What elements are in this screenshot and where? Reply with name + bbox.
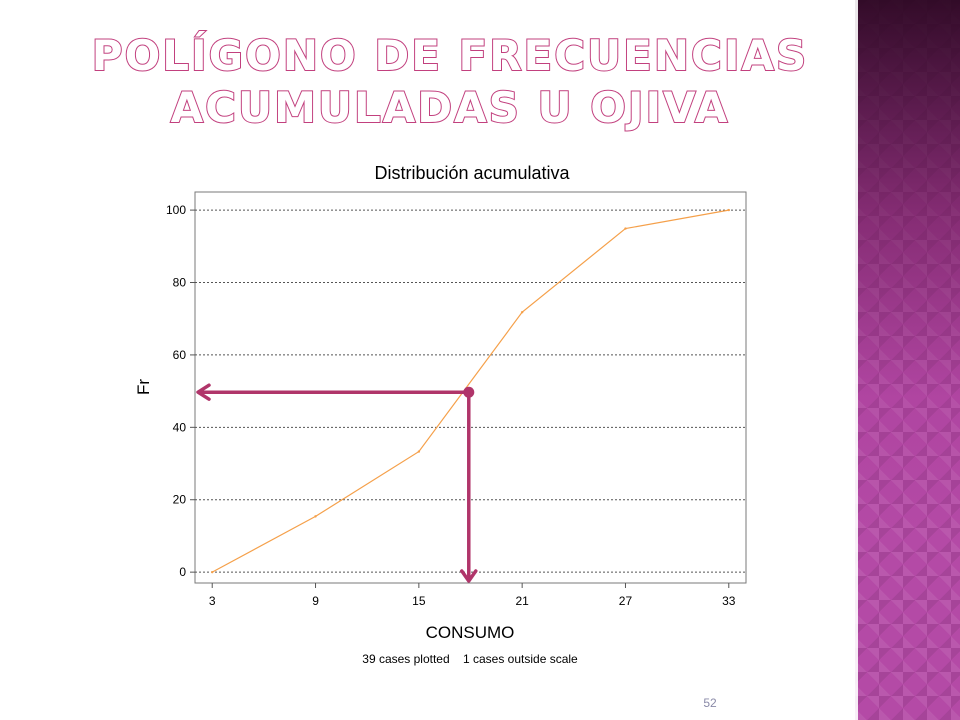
y-tick-label: 100: [166, 203, 186, 217]
series-line: [211, 209, 729, 573]
x-tick-label: 33: [722, 594, 736, 608]
y-tick-label: 60: [173, 348, 187, 362]
slide-title-line-1: POLÍGONO DE FRECUENCIAS: [91, 30, 809, 81]
data-point: [417, 450, 421, 453]
data-point: [520, 310, 524, 314]
data-point: [624, 227, 627, 230]
slide-number: 52: [703, 696, 717, 710]
y-axis-label: Fr: [134, 379, 153, 395]
y-tick-label: 0: [179, 565, 186, 579]
x-axis-label: CONSUMO: [426, 623, 515, 642]
y-tick-label: 40: [173, 420, 187, 434]
chart-footnote: 39 cases plotted 1 cases outside scale: [362, 652, 578, 666]
y-tick-label: 80: [173, 276, 187, 290]
data-point: [727, 208, 730, 212]
y-tick-label: 20: [173, 493, 187, 507]
chart-title: Distribución acumulativa: [374, 163, 570, 183]
x-tick-label: 15: [412, 594, 426, 608]
data-point: [211, 570, 214, 574]
slide-title-line-2: ACUMULADAS U OJIVA: [170, 82, 730, 133]
data-point: [314, 515, 317, 518]
y-axis-ticks: 0 20 40 60 80 100: [166, 203, 195, 579]
annotation-point-marker: [463, 386, 475, 398]
x-tick-label: 21: [515, 594, 529, 608]
x-tick-label: 27: [619, 594, 633, 608]
decorative-side-strip: [855, 0, 960, 720]
x-tick-label: 9: [312, 594, 319, 608]
slide-title: POLÍGONO DE FRECUENCIAS ACUMULADAS U OJI…: [0, 30, 900, 134]
series-layer: [211, 208, 730, 574]
annotation-horizontal-arrowhead: [196, 383, 211, 401]
annotation-vertical-arrowhead: [460, 569, 478, 583]
x-axis-ticks: 3 9 15 21 27 33: [209, 583, 736, 608]
x-tick-label: 3: [209, 594, 216, 608]
annotation-layer: [196, 383, 478, 583]
